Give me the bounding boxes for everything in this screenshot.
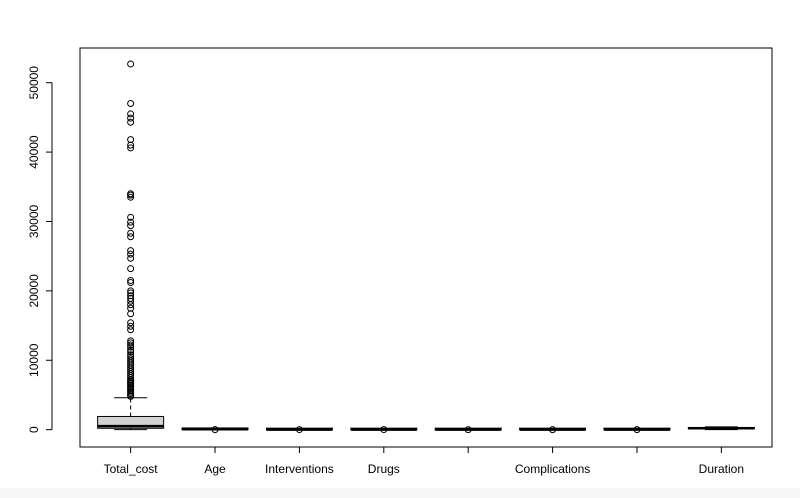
box-interventions xyxy=(265,426,333,434)
outlier-point xyxy=(127,279,135,287)
outlier-point xyxy=(127,287,135,295)
outlier-point xyxy=(127,60,135,68)
outlier-point xyxy=(127,254,135,262)
x-tick-label: Interventions xyxy=(265,462,334,476)
y-tick-label: 50000 xyxy=(27,66,41,100)
y-tick-label: 30000 xyxy=(27,204,41,238)
x-tick-label: Total_cost xyxy=(104,462,159,476)
outlier-point xyxy=(633,426,641,434)
box-duration xyxy=(687,426,755,431)
outlier-point xyxy=(127,247,135,255)
outlier-point xyxy=(295,426,303,434)
outlier-point xyxy=(127,141,135,149)
outlier-point xyxy=(211,426,219,434)
box-iqr xyxy=(97,415,165,429)
y-tick-label: 40000 xyxy=(27,135,41,169)
outlier-point xyxy=(127,250,135,258)
outlier-point xyxy=(127,144,135,152)
x-tick-label: Complications xyxy=(515,462,590,476)
outlier-point xyxy=(127,339,135,347)
outlier-point xyxy=(127,392,135,400)
x-tick-label: Age xyxy=(204,462,226,476)
outlier-point xyxy=(127,118,135,126)
outlier-point xyxy=(127,222,135,230)
outlier-point xyxy=(127,343,135,351)
outlier-point xyxy=(380,426,388,434)
outlier-point xyxy=(127,348,135,356)
outlier-point xyxy=(549,426,557,434)
outlier-point xyxy=(127,213,135,221)
box-unlabeled-4 xyxy=(434,426,502,434)
y-tick-label: 0 xyxy=(27,426,41,433)
box-unlabeled-6 xyxy=(603,426,671,434)
outlier-point xyxy=(127,322,135,330)
outlier-point xyxy=(127,346,135,354)
outlier-point xyxy=(127,326,135,334)
outlier-point xyxy=(127,110,135,118)
box-drugs xyxy=(350,426,418,434)
plot-frame xyxy=(79,47,773,448)
outlier-point xyxy=(127,297,135,305)
outlier-point xyxy=(127,276,135,284)
box-complications xyxy=(519,426,587,434)
outlier-point xyxy=(127,114,135,122)
bottom-strip xyxy=(0,488,800,498)
outlier-point xyxy=(127,100,135,108)
outlier-point xyxy=(127,319,135,327)
outlier-point xyxy=(127,310,135,318)
y-axis: 0 10000 20000 30000 40000 50000 xyxy=(27,66,53,433)
x-axis-labels: Total_cost Age Interventions Drugs Complicat… xyxy=(104,447,744,476)
box-age xyxy=(181,426,249,434)
outlier-point xyxy=(127,265,135,273)
box-total_cost xyxy=(97,60,165,431)
outlier-point xyxy=(127,233,135,241)
box-group xyxy=(97,60,755,434)
outlier-point xyxy=(127,229,135,237)
outlier-point xyxy=(127,191,135,199)
outlier-point xyxy=(127,341,135,349)
x-tick-label: Drugs xyxy=(368,462,400,476)
y-tick-label: 20000 xyxy=(27,274,41,308)
outlier-point xyxy=(127,218,135,226)
y-tick-label: 10000 xyxy=(27,343,41,377)
outlier-point xyxy=(127,301,135,309)
x-tick-label: Duration xyxy=(699,462,744,476)
outlier-point xyxy=(464,426,472,434)
outlier-point xyxy=(127,193,135,201)
